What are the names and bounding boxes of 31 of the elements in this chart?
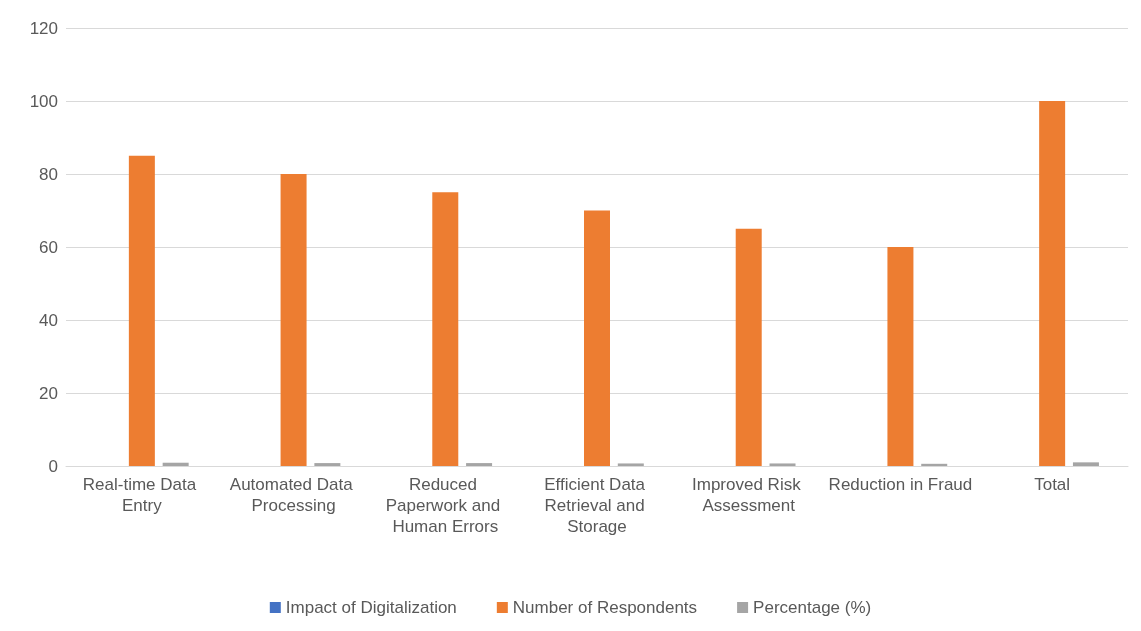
- y-tick-label: 100: [29, 91, 58, 111]
- bar: [128, 155, 155, 466]
- bar: [1039, 101, 1066, 466]
- x-tick-label: Improved Risk Assessment: [692, 475, 806, 515]
- y-tick-label: 0: [48, 456, 58, 476]
- bar: [617, 463, 644, 466]
- bar: [769, 463, 796, 466]
- y-tick-label: 80: [39, 164, 58, 184]
- y-tick-label: 20: [39, 383, 58, 403]
- legend-label: Impact of Digitalization: [285, 598, 457, 617]
- legend-label: Number of Respondents: [512, 598, 698, 617]
- y-tick-label: 120: [29, 18, 58, 38]
- bar: [921, 463, 948, 466]
- x-tick-label: Real-time Data Entry: [82, 475, 201, 515]
- x-tick-label: Reduced Paperwork and Human Errors: [385, 475, 505, 536]
- x-tick-label: Efficient Data Retrieval and Storage: [544, 475, 650, 536]
- bar: [432, 192, 459, 466]
- y-tick-label: 60: [39, 237, 58, 257]
- x-tick-label: Reduction in Fraud: [828, 475, 973, 494]
- bar: [466, 463, 493, 466]
- legend-label: Percentage (%): [753, 598, 872, 617]
- bar: [162, 462, 189, 466]
- y-tick-label: 40: [39, 310, 58, 330]
- bar: [1072, 462, 1099, 466]
- x-tick-label: Total: [1034, 475, 1071, 494]
- bar: [280, 174, 307, 466]
- bar: [314, 463, 341, 466]
- bar: [735, 228, 762, 466]
- bar: [584, 210, 610, 466]
- bar: [887, 247, 914, 466]
- x-tick-label: Automated Data Processing: [229, 475, 358, 515]
